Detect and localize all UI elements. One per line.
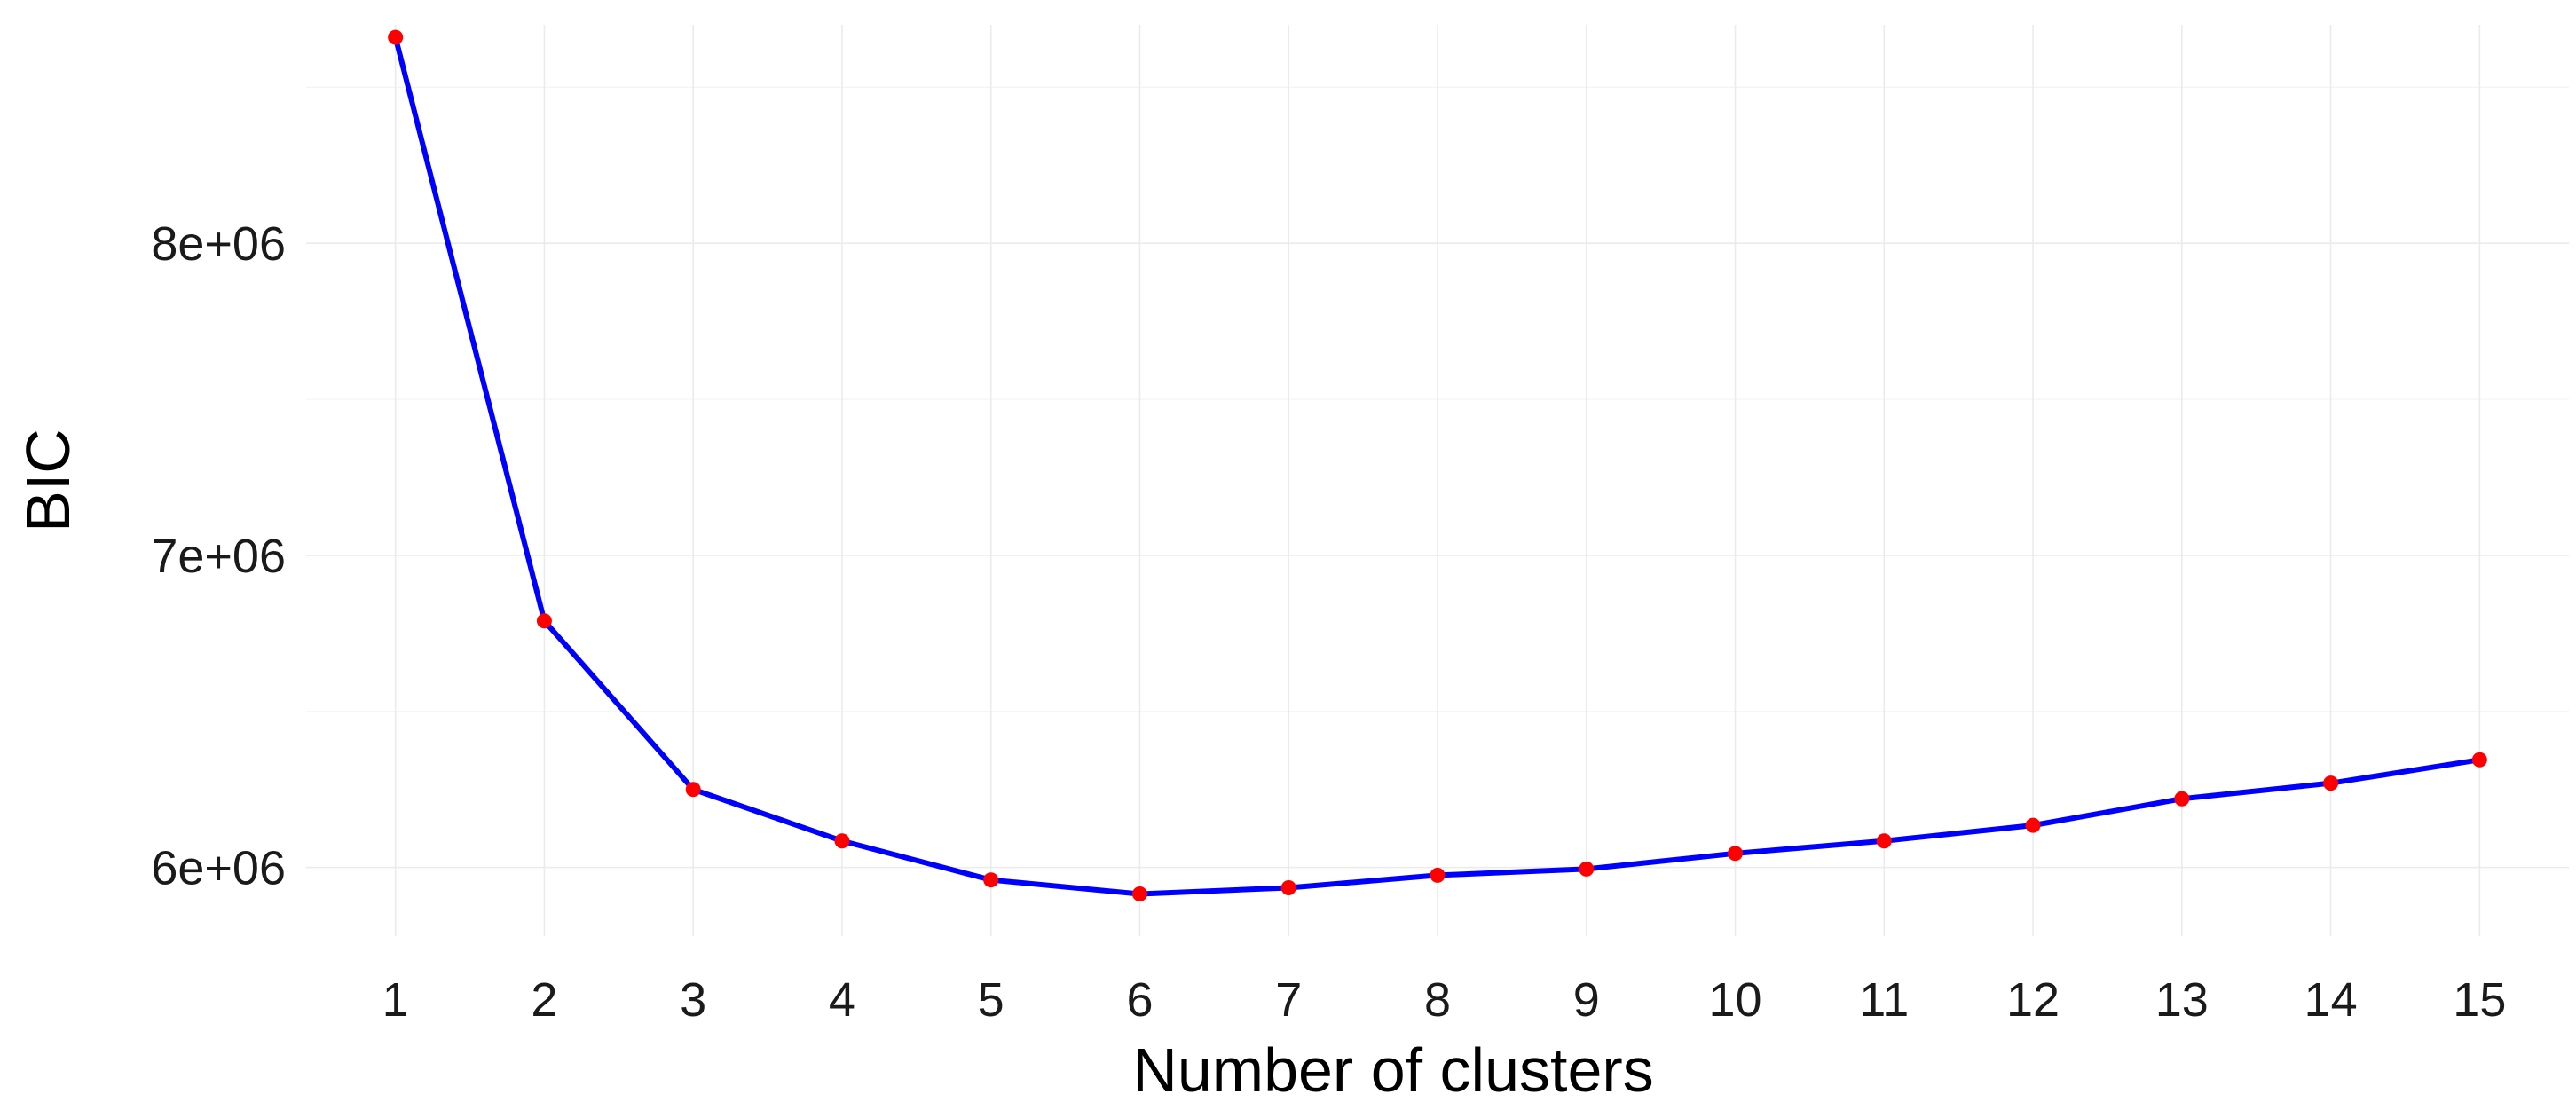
data-point	[1280, 879, 1296, 895]
data-point	[2174, 791, 2190, 807]
data-point	[1876, 833, 1892, 849]
data-point	[536, 613, 552, 629]
x-tick-label: 2	[531, 973, 557, 1027]
data-point	[834, 833, 850, 849]
y-tick-label: 7e+06	[151, 530, 286, 583]
y-axis-title: BIC	[13, 429, 83, 532]
data-point	[2323, 775, 2339, 791]
x-tick-label: 9	[1573, 973, 1600, 1027]
y-tick-label: 8e+06	[151, 217, 286, 271]
data-point	[983, 872, 999, 888]
x-axis-title: Number of clusters	[1132, 1035, 1653, 1105]
data-point	[2025, 817, 2041, 833]
data-point	[388, 29, 404, 45]
x-tick-label: 11	[1859, 973, 1909, 1027]
x-tick-label: 13	[2155, 973, 2209, 1027]
data-point	[1728, 846, 1744, 862]
x-tick-label: 15	[2453, 973, 2506, 1027]
x-axis-tick-labels: 1 2 3 4 5 6 7 8 9 10 11 12 13 14 15	[382, 973, 2507, 1027]
x-tick-label: 3	[680, 973, 706, 1027]
x-tick-label: 4	[829, 973, 855, 1027]
data-point	[2471, 752, 2487, 768]
series-points	[388, 29, 2487, 902]
x-tick-label: 8	[1424, 973, 1451, 1027]
x-tick-label: 5	[978, 973, 1004, 1027]
x-tick-label: 14	[2304, 973, 2358, 1027]
x-tick-label: 12	[2006, 973, 2060, 1027]
x-tick-label: 1	[382, 973, 409, 1027]
y-axis-tick-labels: 6e+06 7e+06 8e+06	[151, 217, 286, 894]
x-tick-label: 6	[1126, 973, 1153, 1027]
data-point	[1430, 867, 1446, 883]
x-tick-label: 7	[1275, 973, 1302, 1027]
y-tick-label: 6e+06	[151, 842, 286, 895]
grid-lines	[306, 25, 2569, 936]
data-point	[1579, 861, 1595, 877]
x-tick-label: 10	[1708, 973, 1761, 1027]
data-point	[685, 782, 701, 798]
data-point	[1131, 886, 1147, 902]
